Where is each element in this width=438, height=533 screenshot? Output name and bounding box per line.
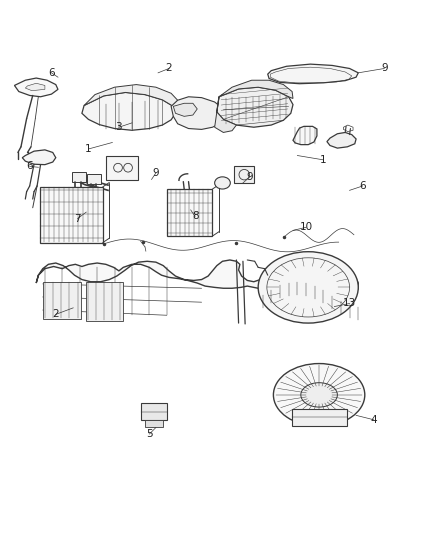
- Ellipse shape: [301, 383, 337, 407]
- Polygon shape: [327, 133, 356, 148]
- Bar: [86, 282, 123, 321]
- Polygon shape: [293, 126, 317, 144]
- Text: 9: 9: [381, 63, 388, 74]
- Text: 13: 13: [343, 298, 356, 309]
- Bar: [167, 189, 212, 236]
- Polygon shape: [36, 260, 358, 298]
- Polygon shape: [84, 85, 178, 107]
- Polygon shape: [25, 83, 45, 91]
- Bar: [145, 419, 163, 426]
- Text: 9: 9: [246, 172, 253, 182]
- Bar: [43, 282, 81, 319]
- Polygon shape: [219, 80, 293, 99]
- Text: 6: 6: [48, 68, 55, 78]
- Bar: [234, 166, 254, 183]
- Bar: [106, 156, 138, 180]
- Polygon shape: [217, 87, 293, 127]
- Bar: [87, 174, 101, 184]
- Polygon shape: [268, 64, 358, 84]
- Text: 6: 6: [359, 181, 366, 191]
- Text: 1: 1: [320, 155, 327, 165]
- Text: 5: 5: [146, 429, 153, 439]
- Text: 10: 10: [300, 222, 313, 232]
- Polygon shape: [14, 78, 58, 97]
- Bar: [40, 187, 103, 243]
- Text: 3: 3: [116, 122, 122, 132]
- Ellipse shape: [273, 364, 365, 426]
- Text: 6: 6: [26, 161, 33, 172]
- Text: 7: 7: [74, 214, 81, 224]
- Polygon shape: [215, 97, 237, 133]
- Text: 4: 4: [370, 415, 377, 425]
- Text: 2: 2: [166, 63, 172, 74]
- Text: 8: 8: [192, 212, 198, 221]
- Bar: [72, 173, 86, 182]
- Polygon shape: [22, 150, 56, 165]
- Polygon shape: [171, 97, 226, 130]
- Text: 9: 9: [152, 168, 159, 178]
- Polygon shape: [173, 103, 197, 116]
- Polygon shape: [82, 92, 176, 130]
- Bar: [292, 409, 346, 426]
- Text: 1: 1: [85, 144, 92, 154]
- Ellipse shape: [258, 252, 358, 323]
- Bar: [141, 403, 167, 419]
- Ellipse shape: [215, 177, 230, 189]
- Text: 2: 2: [53, 309, 59, 319]
